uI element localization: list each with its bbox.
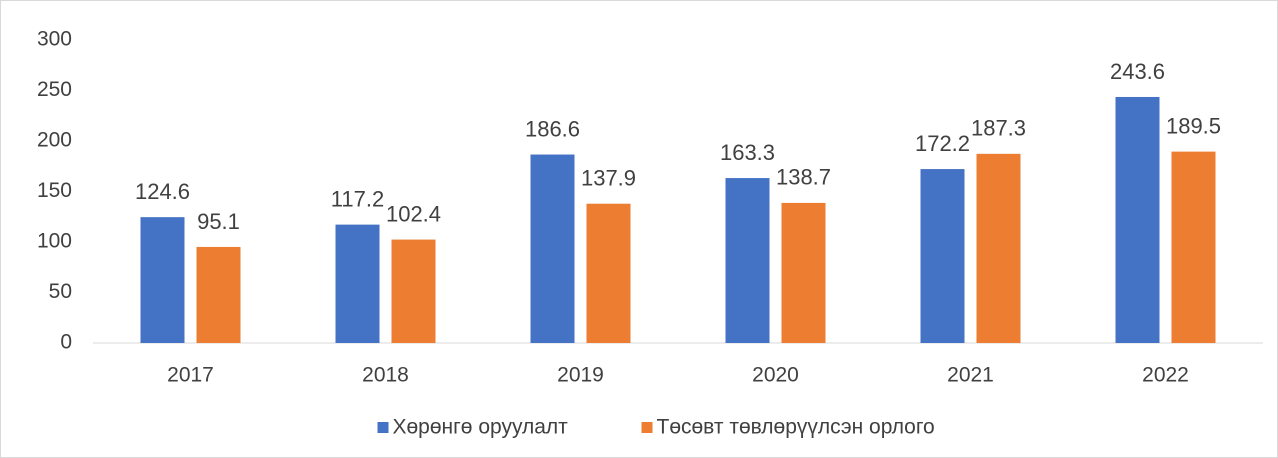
bar — [391, 239, 436, 343]
legend-swatch — [641, 422, 653, 433]
y-tick-label: 100 — [37, 230, 72, 253]
data-label: 243.6 — [1110, 59, 1165, 84]
bar — [1115, 96, 1160, 344]
data-label: 124.6 — [135, 179, 190, 204]
bar — [530, 154, 575, 343]
data-label: 189.5 — [1166, 113, 1221, 138]
bar — [976, 153, 1021, 343]
legend-swatch — [377, 422, 389, 433]
y-tick-label: 150 — [37, 179, 72, 202]
y-tick-label: 250 — [37, 78, 72, 101]
data-label: 102.4 — [386, 201, 441, 226]
data-label: 163.3 — [720, 140, 775, 165]
data-label: 117.2 — [331, 186, 384, 211]
x-tick-label: 2019 — [557, 364, 604, 387]
legend-label: Хөрөнгө оруулалт — [393, 416, 569, 439]
bar — [920, 169, 965, 343]
data-label: 186.6 — [525, 116, 580, 141]
bar — [335, 224, 380, 343]
legend-label: Төсөвт төвлөрүүлсэн орлого — [657, 416, 935, 439]
data-label: 187.3 — [971, 116, 1026, 141]
y-tick-label: 50 — [49, 280, 72, 303]
x-tick-label: 2022 — [1142, 364, 1189, 387]
y-tick-label: 0 — [60, 331, 72, 354]
bar — [196, 246, 241, 343]
x-tick-label: 2021 — [947, 364, 994, 387]
data-label: 138.7 — [776, 165, 831, 190]
data-label: 95.1 — [197, 209, 240, 234]
x-tick-label: 2017 — [167, 364, 214, 387]
bar — [586, 203, 631, 343]
bar — [140, 217, 185, 343]
x-tick-label: 2018 — [362, 364, 409, 387]
bar — [781, 202, 826, 343]
bar — [1171, 151, 1216, 343]
data-label: 137.9 — [581, 166, 636, 191]
y-tick-label: 300 — [37, 28, 72, 51]
bar — [725, 178, 770, 343]
data-label: 172.2 — [915, 131, 970, 156]
y-tick-label: 200 — [37, 129, 72, 152]
x-tick-label: 2020 — [752, 364, 799, 387]
